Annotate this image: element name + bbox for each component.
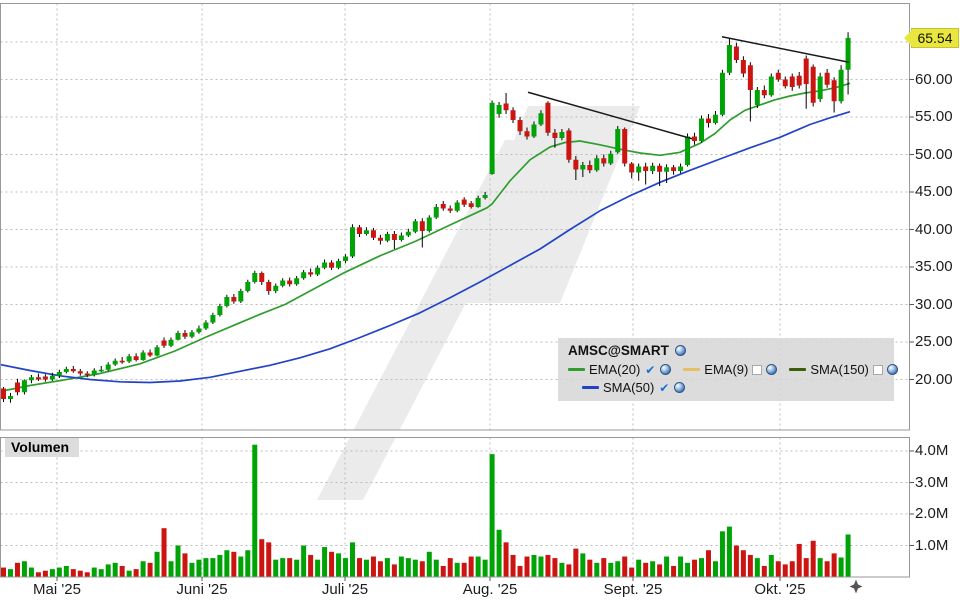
legend-row: SMA(50) ✔	[568, 380, 884, 395]
globe-icon[interactable]	[660, 364, 672, 375]
price-tick-label: 25.00	[915, 333, 953, 350]
candles	[1, 32, 851, 403]
month-tick-label: Sept. '25	[603, 581, 663, 598]
legend-item-label: EMA(20)	[589, 362, 641, 377]
trendline	[527, 91, 693, 140]
price-tick-label: 20.00	[915, 370, 953, 388]
indicator-checkbox[interactable]: ✔	[645, 362, 656, 377]
volume-tick-label: 4.0M	[915, 442, 949, 459]
trendline	[721, 36, 850, 63]
price-tick-label: 30.00	[915, 295, 953, 313]
indicator-checkbox[interactable]	[872, 364, 883, 375]
line-swatch-icon	[789, 368, 807, 371]
legend-item-ema9: EMA(9)	[683, 362, 778, 377]
legend-item-label: EMA(9)	[704, 362, 749, 377]
legend-items: EMA(20) ✔ EMA(9) SMA(150) SMA(50) ✔	[568, 362, 898, 395]
price-tick-label: 50.00	[915, 145, 953, 163]
last-price-value: 65.54	[917, 30, 953, 46]
globe-icon[interactable]	[674, 382, 686, 393]
legend-item-sma150: SMA(150)	[789, 362, 898, 377]
axis-end-marker-icon	[849, 579, 863, 594]
legend-row: EMA(20) ✔ EMA(9) SMA(150)	[568, 362, 898, 377]
legend-item-label: SMA(150)	[810, 362, 869, 377]
overlay-line-sma50	[0, 110, 851, 384]
legend-item-sma50: SMA(50) ✔	[582, 380, 686, 395]
volume-tick-label: 3.0M	[915, 473, 949, 491]
indicator-checkbox[interactable]: ✔	[659, 380, 670, 395]
line-swatch-icon	[683, 368, 701, 371]
price-tick-label: 35.00	[915, 258, 953, 275]
price-tick-label: 55.00	[915, 108, 953, 125]
globe-icon[interactable]	[674, 345, 686, 356]
price-tick-label: 60.00	[915, 70, 953, 88]
month-tick-label: Aug. '25	[462, 581, 518, 598]
price-tag-arrow-icon	[904, 30, 912, 46]
line-swatch-icon	[582, 386, 599, 389]
price-tick-label: 40.00	[915, 220, 953, 238]
month-tick-label: Juni '25	[176, 581, 228, 598]
volume-panel-title: Volumen	[5, 438, 80, 457]
legend-title-row: AMSC@SMART	[568, 343, 884, 358]
month-tick-label: Juli '25	[321, 581, 369, 598]
volume-tick-label: 1.0M	[915, 536, 949, 554]
month-tick-label: Mai '25	[33, 581, 81, 598]
price-tick-label: 45.00	[915, 183, 953, 200]
volume-bars	[1, 444, 851, 577]
legend-item-label: SMA(50)	[603, 380, 655, 395]
axis-ticks	[56, 41, 914, 581]
legend-symbol-title: AMSC@SMART	[568, 343, 669, 358]
globe-icon[interactable]	[766, 364, 778, 375]
month-tick-label: Okt. '25	[754, 581, 806, 598]
last-price-tag: 65.54	[904, 28, 959, 48]
globe-icon[interactable]	[886, 364, 898, 375]
legend: AMSC@SMART EMA(20) ✔ EMA(9) SMA(150) SMA(50)…	[558, 338, 898, 401]
panel-borders	[0, 3, 910, 578]
indicator-checkbox[interactable]	[752, 364, 763, 375]
line-swatch-icon	[568, 368, 585, 371]
volume-tick-label: 2.0M	[915, 505, 949, 522]
legend-item-ema20: EMA(20) ✔	[568, 362, 672, 377]
